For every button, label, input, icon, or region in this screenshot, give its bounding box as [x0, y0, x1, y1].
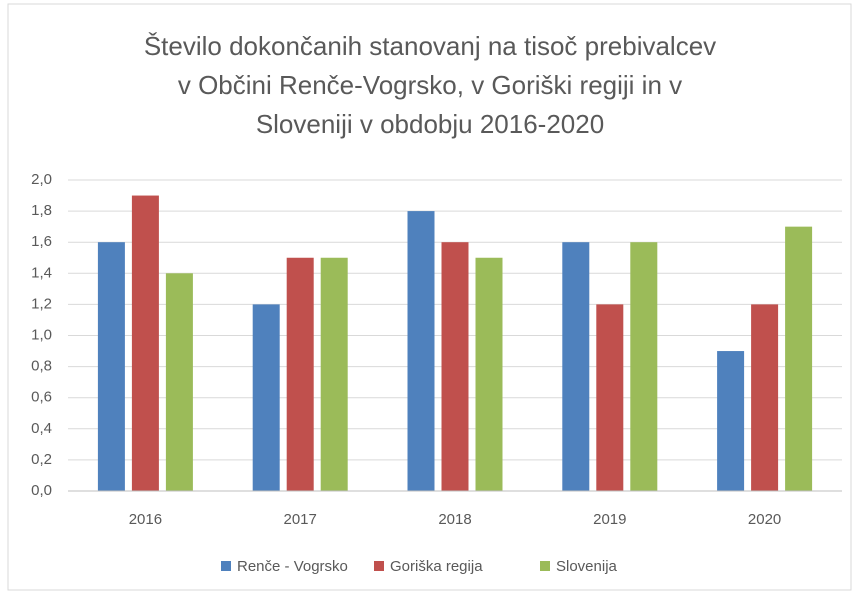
bar — [630, 242, 658, 491]
bar — [441, 242, 469, 491]
bar — [562, 242, 590, 491]
bar — [785, 226, 813, 491]
bar — [286, 257, 314, 491]
bar — [97, 242, 125, 491]
legend-label: Goriška regija — [390, 558, 483, 575]
bar — [320, 257, 348, 491]
y-tick-label: 1,0 — [31, 326, 52, 343]
chart-title: v Občini Renče-Vogrsko, v Goriški regiji… — [178, 70, 682, 100]
legend-swatch — [374, 561, 384, 571]
bar — [252, 304, 280, 491]
bar — [717, 351, 745, 491]
y-tick-label: 0,4 — [31, 420, 52, 437]
bar — [751, 304, 779, 491]
y-tick-label: 1,8 — [31, 202, 52, 219]
legend-swatch — [221, 561, 231, 571]
bar — [475, 257, 503, 491]
legend-label: Slovenija — [556, 558, 618, 575]
y-tick-label: 1,6 — [31, 233, 52, 250]
y-tick-label: 0,8 — [31, 358, 52, 375]
bar — [407, 211, 435, 491]
x-tick-label: 2017 — [284, 511, 317, 528]
bar — [165, 273, 193, 491]
y-tick-label: 2,0 — [31, 171, 52, 188]
legend-label: Renče - Vogrsko — [237, 558, 348, 575]
x-tick-label: 2019 — [593, 511, 626, 528]
bar — [131, 195, 159, 492]
y-tick-label: 0,0 — [31, 482, 52, 499]
x-tick-label: 2020 — [748, 511, 781, 528]
y-tick-label: 0,6 — [31, 389, 52, 406]
x-tick-label: 2018 — [438, 511, 471, 528]
y-tick-label: 1,4 — [31, 264, 52, 281]
legend-swatch — [540, 561, 550, 571]
chart-title: Število dokončanih stanovanj na tisoč pr… — [144, 31, 716, 61]
y-tick-label: 1,2 — [31, 295, 52, 312]
x-tick-label: 2016 — [129, 511, 162, 528]
bar — [596, 304, 624, 491]
chart-title: Sloveniji v obdobju 2016-2020 — [256, 109, 604, 139]
y-tick-label: 0,2 — [31, 451, 52, 468]
